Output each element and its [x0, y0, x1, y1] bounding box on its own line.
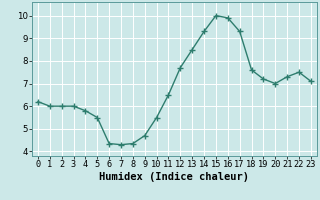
X-axis label: Humidex (Indice chaleur): Humidex (Indice chaleur): [100, 172, 249, 182]
